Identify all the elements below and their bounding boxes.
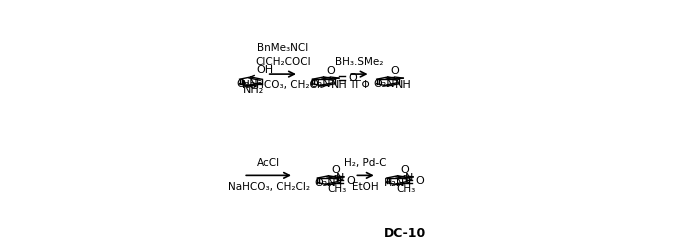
Text: NaHCO₃, CH₂Cl₂: NaHCO₃, CH₂Cl₂ [228, 182, 310, 191]
Text: NH₂: NH₂ [243, 85, 264, 95]
Text: ТГΦ: ТГΦ [349, 80, 370, 90]
Text: O₂N: O₂N [310, 79, 331, 89]
Text: CH₃: CH₃ [328, 184, 347, 194]
Text: O: O [401, 165, 409, 175]
Text: O: O [391, 66, 399, 76]
Text: NH: NH [395, 81, 412, 90]
Text: NH: NH [331, 80, 347, 90]
Text: DC-10: DC-10 [384, 227, 426, 240]
Text: H₂, Pd-C: H₂, Pd-C [345, 158, 387, 168]
Text: O: O [331, 165, 340, 175]
Text: OH: OH [256, 65, 273, 75]
Text: O: O [348, 73, 357, 83]
Text: ClCH₂COCl: ClCH₂COCl [255, 57, 310, 67]
Text: NaHCO₃, CH₂Cl₂: NaHCO₃, CH₂Cl₂ [242, 80, 324, 90]
Text: EtOH: EtOH [352, 182, 379, 191]
Text: N: N [405, 173, 413, 183]
Text: H₂N: H₂N [384, 178, 405, 187]
Text: BnMe₃NCl: BnMe₃NCl [257, 43, 308, 53]
Text: BH₃.SMe₂: BH₃.SMe₂ [336, 57, 384, 67]
Text: O: O [415, 176, 424, 186]
Text: O: O [326, 66, 335, 76]
Text: O₂N: O₂N [373, 79, 395, 89]
Text: O₂N: O₂N [236, 79, 258, 89]
Text: N: N [336, 173, 345, 183]
Text: CH₃: CH₃ [396, 184, 416, 194]
Text: O₂N: O₂N [315, 178, 336, 187]
Text: O: O [346, 176, 355, 186]
Text: AcCl: AcCl [257, 158, 280, 168]
